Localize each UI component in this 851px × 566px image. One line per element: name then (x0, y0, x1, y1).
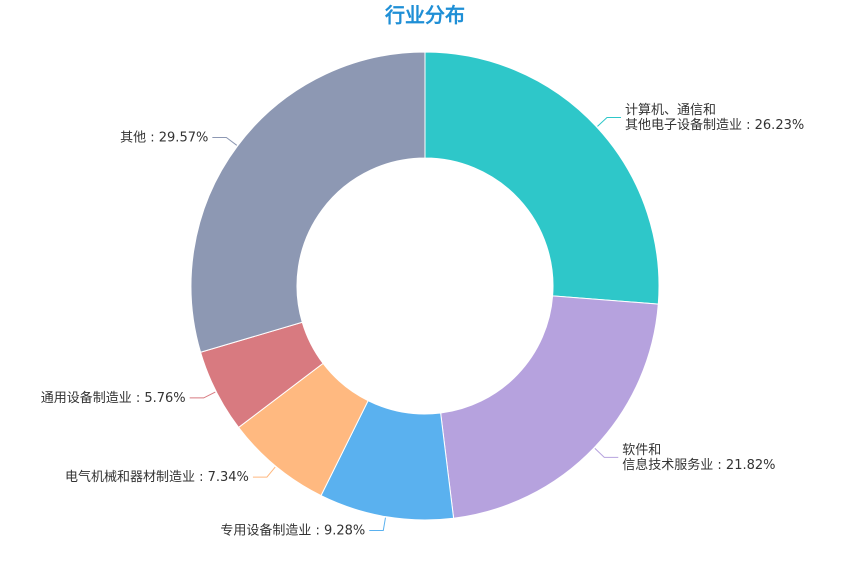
slice-0[interactable] (424, 51, 660, 305)
slice-label-line-0-0: 计算机、通信和 (625, 103, 716, 118)
slices-group (190, 51, 660, 521)
leader-line-1 (594, 448, 619, 458)
slice-label-2: 专用设备制造业 : 9.28% (220, 522, 365, 538)
chart-title: 行业分布 (384, 3, 465, 27)
slice-label-line-1-0: 软件和 (622, 443, 661, 458)
slice-label-5: 其他 : 29.57% (120, 131, 208, 146)
leader-line-2 (369, 517, 386, 531)
slice-label-line-4-0: 通用设备制造业 : 5.76% (41, 390, 186, 406)
slice-label-line-2-0: 专用设备制造业 : 9.28% (220, 522, 365, 538)
slice-label-line-5-0: 其他 : 29.57% (120, 131, 208, 146)
slice-label-4: 通用设备制造业 : 5.76% (41, 390, 186, 406)
leader-lines-group (189, 117, 622, 531)
slice-label-1: 软件和信息技术服务业 : 21.82% (622, 443, 775, 473)
leader-line-5 (212, 137, 238, 146)
leader-line-4 (189, 391, 216, 399)
slice-label-0: 计算机、通信和其他电子设备制造业 : 26.23% (625, 103, 804, 133)
slice-label-line-3-0: 电气机械和器材制造业 : 7.34% (65, 469, 249, 485)
leader-line-3 (252, 466, 276, 478)
slice-label-3: 电气机械和器材制造业 : 7.34% (65, 469, 249, 485)
slice-label-line-0-1: 其他电子设备制造业 : 26.23% (625, 117, 804, 133)
leader-line-0 (597, 117, 622, 127)
labels-group: 计算机、通信和其他电子设备制造业 : 26.23% 软件和信息技术服务业 : 21… (41, 103, 805, 538)
slice-1[interactable] (440, 295, 659, 519)
slice-5[interactable] (190, 51, 426, 353)
slice-label-line-1-1: 信息技术服务业 : 21.82% (622, 457, 775, 473)
